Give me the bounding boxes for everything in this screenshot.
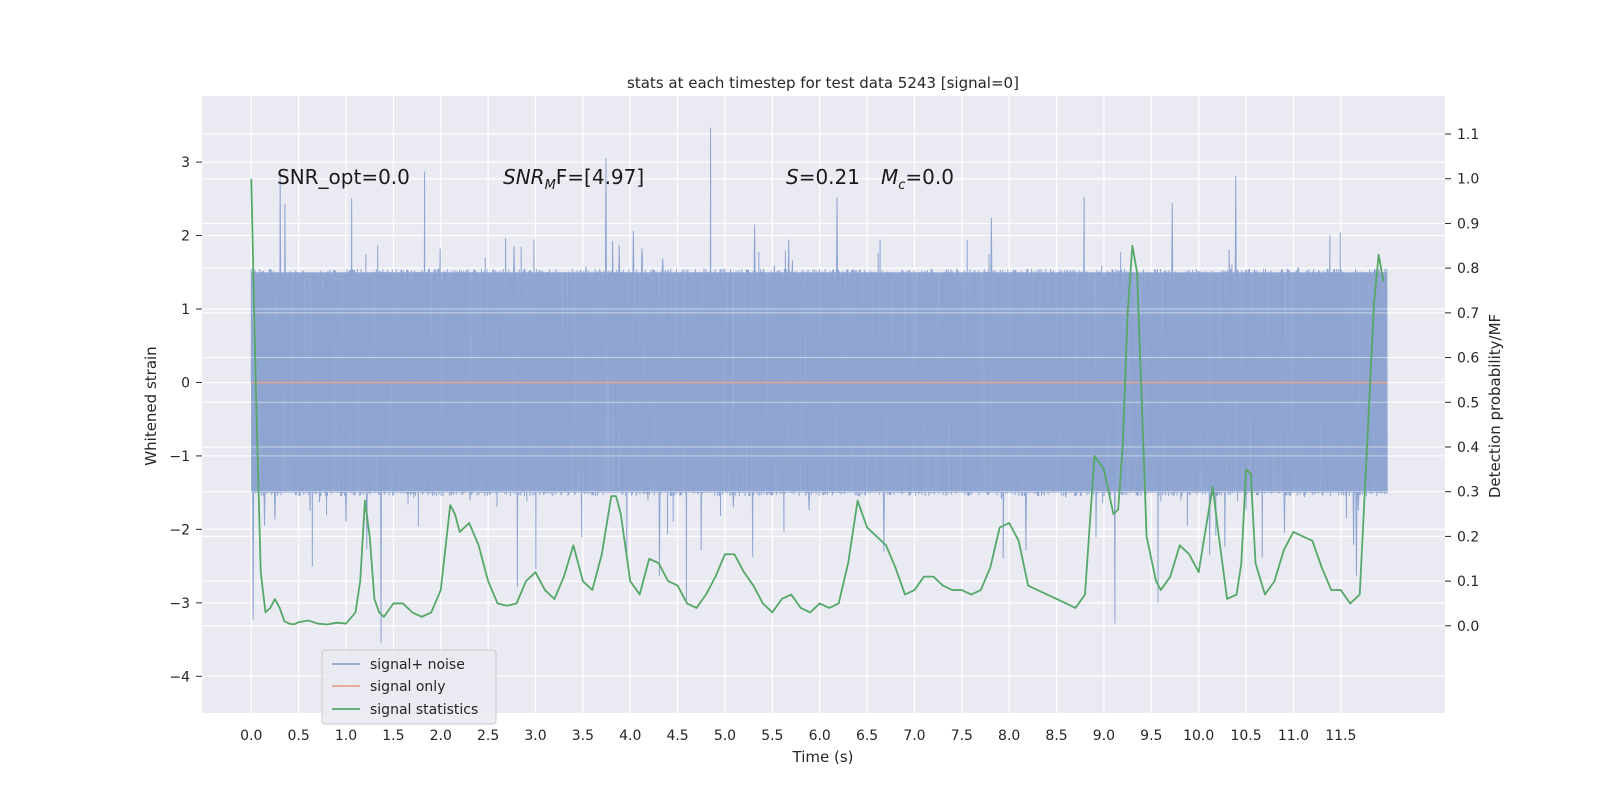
x-tick-label: 10.5 bbox=[1230, 728, 1261, 744]
y-right-tick-label: 1.0 bbox=[1457, 172, 1479, 188]
y-left-axis-ticks: −4 −3 −2 −1 0 1 2 3 bbox=[169, 155, 202, 685]
x-tick-label: 7.5 bbox=[951, 728, 973, 744]
y-left-tick-label: 3 bbox=[181, 155, 190, 171]
y-right-tick-label: 0.4 bbox=[1457, 440, 1479, 456]
x-tick-label: 0.0 bbox=[240, 728, 262, 744]
x-tick-label: 4.5 bbox=[666, 728, 688, 744]
x-tick-label: 10.0 bbox=[1183, 728, 1214, 744]
x-tick-label: 8.5 bbox=[1045, 728, 1067, 744]
x-tick-label: 2.5 bbox=[477, 728, 499, 744]
annotation-mc-main: M bbox=[881, 165, 898, 189]
y-right-axis-label: Detection probability/MF bbox=[1486, 314, 1504, 498]
legend-label-signal-only: signal only bbox=[370, 679, 445, 695]
y-left-axis-label: Whitened strain bbox=[142, 346, 160, 465]
signal-statistics-series bbox=[250, 178, 1385, 626]
x-tick-label: 1.5 bbox=[382, 728, 404, 744]
annotation-s-main: S bbox=[786, 165, 799, 189]
signal-statistics-line bbox=[250, 178, 1385, 626]
y-right-tick-label: 0.6 bbox=[1457, 351, 1479, 367]
y-left-tick-label: −3 bbox=[169, 596, 190, 612]
x-tick-label: 7.0 bbox=[903, 728, 925, 744]
y-right-axis-ticks: 0.0 0.1 0.2 0.3 0.4 0.5 0.6 0.7 0.8 0.9 1.0 1.1 bbox=[1445, 127, 1479, 635]
x-tick-label: 1.0 bbox=[335, 728, 357, 744]
annotation-snr-mf-rest: F=[4.97] bbox=[556, 165, 644, 189]
y-left-tick-label: 0 bbox=[181, 375, 190, 391]
x-tick-label: 9.5 bbox=[1140, 728, 1162, 744]
legend: signal+ noise signal only signal statist… bbox=[321, 649, 497, 725]
annotation-snr-mf: SNRMF=[4.97] bbox=[503, 165, 644, 193]
x-tick-label: 3.0 bbox=[524, 728, 546, 744]
x-tick-label: 5.5 bbox=[761, 728, 783, 744]
x-tick-label: 2.0 bbox=[430, 728, 452, 744]
x-tick-label: 4.0 bbox=[619, 728, 641, 744]
annotation-snr-opt: SNR_opt=0.0 bbox=[277, 165, 410, 189]
annotation-s-rest: =0.21 bbox=[799, 165, 860, 189]
legend-label-signal-noise: signal+ noise bbox=[370, 657, 465, 673]
y-right-tick-label: 0.5 bbox=[1457, 395, 1479, 411]
y-left-tick-label: −2 bbox=[169, 522, 190, 538]
x-axis-label: Time (s) bbox=[792, 748, 854, 766]
y-right-tick-label: 0.1 bbox=[1457, 574, 1479, 590]
annotation-mc-rest: =0.0 bbox=[905, 165, 954, 189]
y-right-tick-label: 1.1 bbox=[1457, 127, 1479, 143]
x-tick-label: 8.0 bbox=[998, 728, 1020, 744]
annotation-snr-mf-main: SNR bbox=[503, 165, 545, 189]
y-left-tick-label: −4 bbox=[169, 669, 190, 685]
annotation-mc: Mc=0.0 bbox=[881, 165, 954, 193]
annotation-snr-mf-sub: M bbox=[545, 178, 556, 193]
x-tick-label: 11.5 bbox=[1325, 728, 1356, 744]
x-tick-label: 6.0 bbox=[809, 728, 831, 744]
x-tick-label: 5.0 bbox=[714, 728, 736, 744]
x-tick-label: 11.0 bbox=[1278, 728, 1309, 744]
y-right-tick-label: 0.7 bbox=[1457, 306, 1479, 322]
y-left-tick-label: 2 bbox=[181, 229, 190, 245]
y-right-tick-label: 0.3 bbox=[1457, 485, 1479, 501]
y-right-tick-label: 0.2 bbox=[1457, 529, 1479, 545]
annotations: SNR_opt=0.0 SNRMF=[4.97] S=0.21 Mc=0.0 bbox=[277, 165, 954, 193]
chart-title: stats at each timestep for test data 524… bbox=[627, 74, 1019, 92]
y-left-tick-label: 1 bbox=[181, 302, 190, 318]
x-tick-label: 9.0 bbox=[1093, 728, 1115, 744]
x-axis-ticks: 0.0 0.5 1.0 1.5 2.0 2.5 3.0 3.5 4.0 4.5 5.0 5.5 6.0 6… bbox=[240, 728, 1356, 744]
y-right-tick-label: 0.0 bbox=[1457, 619, 1479, 635]
annotation-mc-sub: c bbox=[898, 178, 905, 193]
y-left-tick-label: −1 bbox=[169, 449, 190, 465]
x-tick-label: 6.5 bbox=[856, 728, 878, 744]
y-right-tick-label: 0.9 bbox=[1457, 216, 1479, 232]
x-tick-label: 3.5 bbox=[572, 728, 594, 744]
y-right-tick-label: 0.8 bbox=[1457, 261, 1479, 277]
legend-box bbox=[321, 649, 497, 725]
x-tick-label: 0.5 bbox=[288, 728, 310, 744]
annotation-s: S=0.21 bbox=[786, 165, 860, 189]
signal-noise-line bbox=[250, 127, 1388, 644]
legend-label-signal-statistics: signal statistics bbox=[370, 702, 478, 718]
